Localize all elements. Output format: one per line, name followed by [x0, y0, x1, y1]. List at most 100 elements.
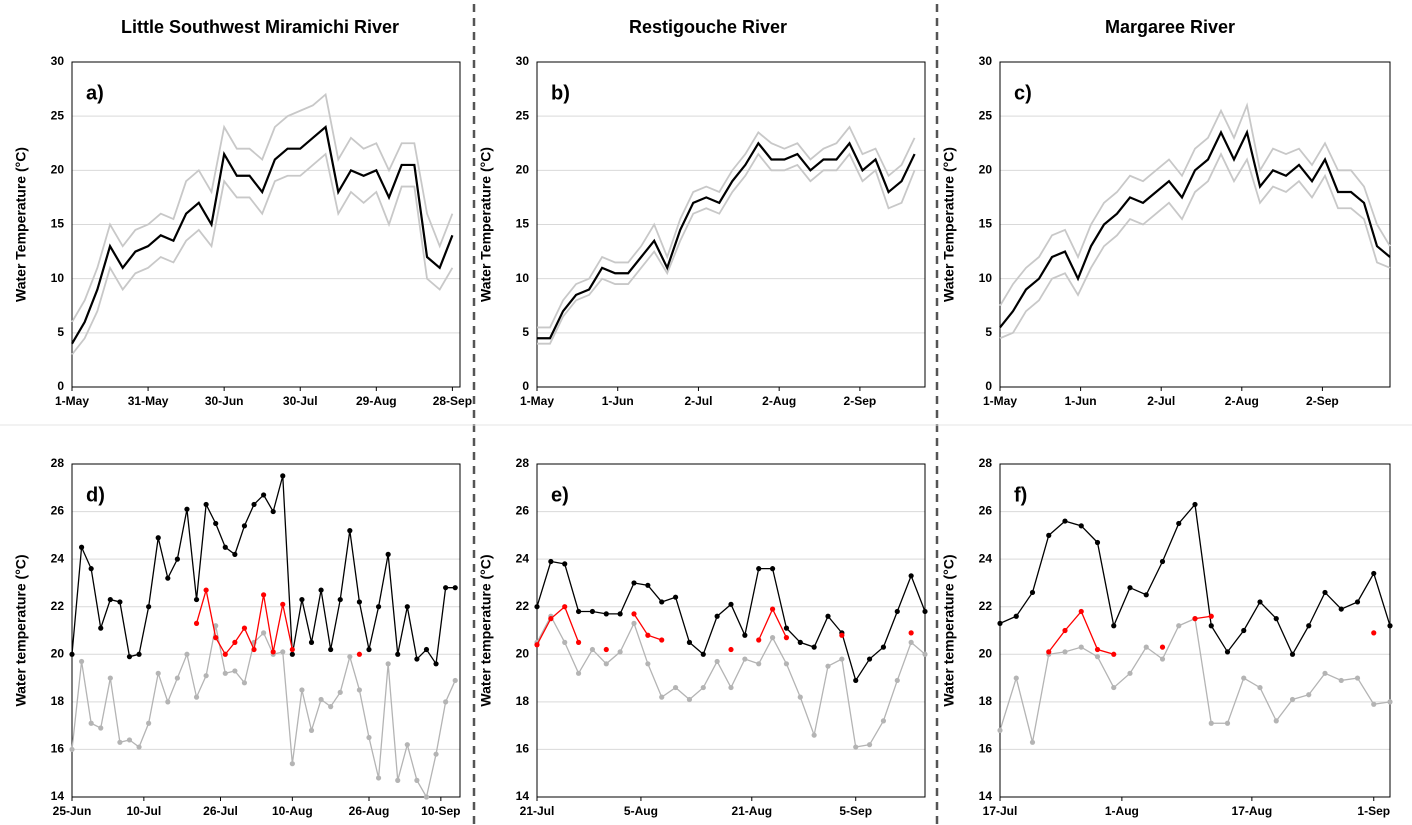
x-tick-label: 1-Sep	[1357, 804, 1390, 818]
data-point	[1111, 684, 1117, 691]
data-point	[756, 566, 762, 572]
y-tick-label: 14	[51, 789, 65, 803]
data-point	[1387, 623, 1393, 629]
x-tick-label: 2-Sep	[1306, 394, 1339, 408]
series-line	[71, 92, 454, 323]
data-point	[107, 675, 113, 681]
x-tick-label: 26-Aug	[349, 804, 390, 818]
data-point	[337, 596, 343, 603]
data-point	[839, 632, 845, 638]
y-tick-label: 18	[516, 694, 530, 708]
data-point	[280, 649, 286, 655]
y-tick-label: 20	[516, 163, 530, 177]
data-point	[78, 658, 85, 665]
data-point	[423, 646, 430, 653]
x-tick-label: 1-May	[520, 394, 554, 408]
data-point	[414, 777, 420, 783]
data-point	[222, 651, 228, 657]
data-point	[308, 727, 315, 734]
data-point	[1013, 675, 1019, 681]
data-point	[769, 635, 776, 641]
data-point	[1127, 585, 1133, 591]
data-point	[562, 639, 568, 645]
x-tick-label: 2-Jul	[684, 394, 712, 408]
data-point	[347, 528, 353, 534]
y-tick-label: 24	[979, 551, 993, 565]
data-point	[232, 639, 238, 645]
y-tick-label: 10	[51, 271, 65, 285]
data-point	[575, 639, 582, 645]
data-point	[672, 684, 679, 691]
data-point	[1062, 649, 1068, 655]
data-point	[866, 742, 873, 748]
data-point	[433, 661, 439, 667]
y-tick-label: 26	[51, 504, 65, 518]
data-point	[193, 694, 200, 700]
data-point	[299, 687, 305, 693]
x-tick-label: 17-Aug	[1232, 804, 1273, 818]
data-point	[908, 573, 914, 579]
data-point	[1046, 532, 1052, 538]
y-tick-label: 10	[516, 271, 530, 285]
y-tick-label: 25	[979, 108, 993, 122]
data-point	[251, 501, 257, 508]
x-tick-label: 1-Jun	[602, 394, 634, 408]
data-point	[1208, 613, 1214, 619]
panel-title: Margaree River	[1105, 17, 1235, 37]
data-point	[1289, 651, 1296, 657]
data-point	[853, 744, 859, 750]
data-point	[165, 575, 171, 581]
series-line	[537, 125, 916, 329]
data-point	[1224, 649, 1231, 655]
y-tick-label: 15	[979, 217, 993, 231]
data-point	[184, 506, 190, 512]
y-axis-label: Water temperature (°C)	[13, 554, 29, 706]
data-point	[783, 661, 790, 667]
data-point	[1241, 675, 1247, 681]
data-point	[686, 639, 693, 645]
y-axis-label: Water Temperature (°C)	[13, 147, 29, 302]
data-point	[280, 473, 286, 479]
x-tick-label: 10-Aug	[272, 804, 313, 818]
data-point	[756, 637, 762, 643]
x-tick-label: 1-Aug	[1105, 804, 1139, 818]
data-point	[1062, 627, 1068, 634]
x-tick-label: 1-May	[55, 394, 89, 408]
data-point	[825, 613, 831, 619]
data-point	[728, 684, 734, 691]
data-point	[908, 639, 914, 645]
data-point	[922, 651, 928, 657]
data-point	[1094, 539, 1101, 546]
data-point	[1046, 649, 1052, 655]
y-tick-label: 28	[51, 456, 65, 470]
data-point	[645, 582, 651, 588]
data-point	[797, 639, 803, 645]
data-point	[146, 604, 152, 610]
y-tick-label: 25	[51, 108, 65, 122]
data-point	[222, 670, 228, 676]
panel-label: b)	[551, 82, 570, 104]
series-line	[1194, 615, 1212, 620]
data-point	[1078, 523, 1084, 529]
data-point	[69, 651, 75, 657]
data-point	[261, 630, 267, 636]
y-tick-label: 5	[985, 325, 992, 339]
data-point	[414, 656, 420, 662]
data-point	[1273, 616, 1279, 622]
data-point	[251, 646, 257, 653]
data-point	[631, 580, 637, 586]
data-point	[98, 625, 104, 631]
data-point	[347, 654, 353, 660]
panel-title: Restigouche River	[629, 17, 787, 37]
data-point	[1143, 592, 1149, 598]
data-point	[308, 639, 315, 645]
series-line	[536, 614, 926, 748]
data-point	[261, 492, 267, 498]
data-point	[562, 561, 568, 567]
data-point	[203, 673, 209, 679]
data-point	[714, 658, 720, 665]
data-point	[839, 656, 845, 662]
data-point	[299, 596, 305, 603]
data-point	[1322, 589, 1328, 596]
data-point	[107, 596, 113, 603]
